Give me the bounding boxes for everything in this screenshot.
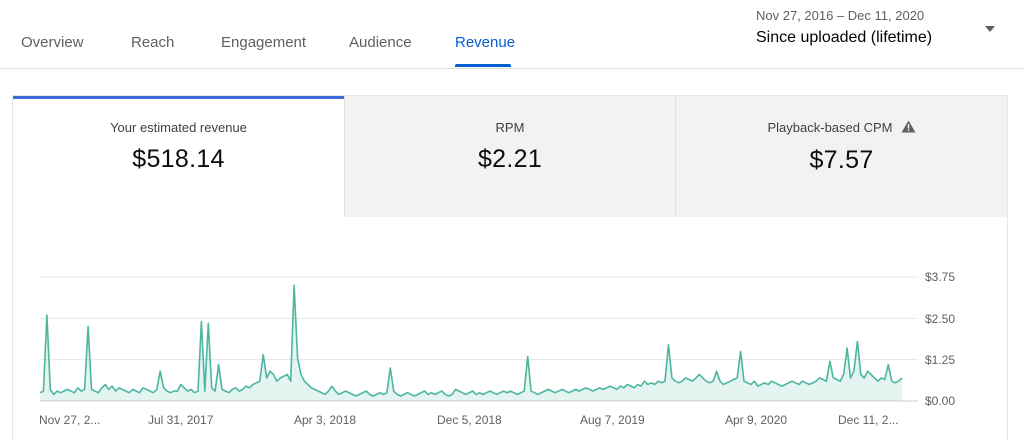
y-tick-label: $0.00	[925, 394, 956, 408]
x-tick-label: Nov 27, 2...	[39, 413, 101, 427]
revenue-series-line	[39, 284, 903, 397]
metric-value: $2.21	[477, 145, 543, 173]
x-tick-label: Dec 11, 2...	[838, 413, 899, 427]
tab-engagement[interactable]: Engagement	[221, 34, 307, 51]
tab-overview[interactable]: Overview	[21, 34, 84, 51]
revenue-card: Your estimated revenue $518.14 RPM $2.21…	[12, 95, 1008, 440]
analytics-tab-bar: Overview Reach Engagement Audience Reven…	[0, 0, 1024, 69]
metric-label: RPM	[495, 120, 525, 135]
warning-icon[interactable]	[901, 120, 916, 136]
revenue-line-chart	[39, 276, 918, 402]
tab-revenue[interactable]: Revenue	[455, 34, 516, 51]
metric-estimated-revenue[interactable]: Your estimated revenue $518.14	[13, 96, 344, 217]
y-tick-label: $2.50	[925, 312, 956, 326]
metric-label-row: Playback-based CPM	[676, 120, 1007, 136]
metric-playback-cpm[interactable]: Playback-based CPM $7.57	[675, 96, 1007, 217]
metric-rpm[interactable]: RPM $2.21	[344, 96, 675, 217]
x-tick-label: Dec 5, 2018	[437, 413, 502, 427]
y-tick-label: $1.25	[925, 353, 956, 367]
x-tick-label: Aug 7, 2019	[580, 413, 645, 427]
tab-audience[interactable]: Audience	[349, 34, 412, 51]
chart-gridlines	[40, 276, 918, 402]
metric-value: $518.14	[132, 145, 225, 173]
date-range-text: Nov 27, 2016 – Dec 11, 2020	[756, 8, 925, 23]
tab-reach[interactable]: Reach	[131, 34, 175, 51]
revenue-series-area	[40, 285, 902, 401]
active-tab-indicator	[455, 64, 511, 67]
metric-value: $7.57	[809, 146, 874, 174]
x-tick-label: Apr 9, 2020	[725, 413, 788, 427]
y-tick-label: $3.75	[925, 270, 956, 284]
metric-label: Your estimated revenue	[110, 120, 247, 135]
dropdown-arrow-icon[interactable]	[985, 26, 995, 32]
date-range-picker[interactable]: Nov 27, 2016 – Dec 11, 2020 Since upload…	[756, 8, 986, 47]
x-tick-label: Jul 31, 2017	[148, 413, 214, 427]
date-range-label: Since uploaded (lifetime)	[756, 29, 933, 46]
x-tick-label: Apr 3, 2018	[294, 413, 357, 427]
metric-label: Playback-based CPM	[767, 120, 893, 135]
